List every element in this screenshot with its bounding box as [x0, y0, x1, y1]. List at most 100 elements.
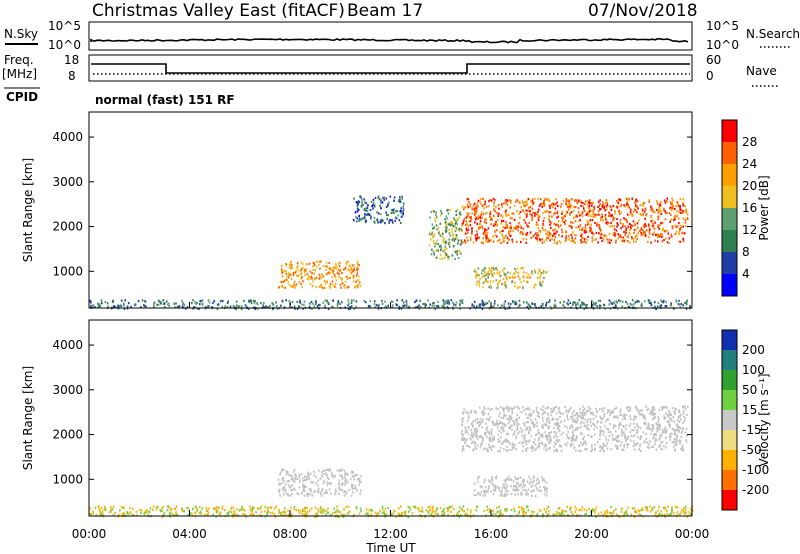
power-echo-cell: [470, 236, 472, 239]
power-echo-cell: [561, 228, 563, 231]
power-echo-cell: [456, 223, 459, 226]
power-echo-cell: [248, 307, 250, 311]
velocity-echo-cell: [506, 490, 509, 493]
velocity-echo-cell: [542, 477, 545, 481]
velocity-echo-cell: [615, 438, 617, 441]
power-echo-cell: [448, 256, 450, 259]
power-echo-cell: [640, 231, 642, 235]
power-echo-cell: [537, 210, 539, 213]
power-echo-cell: [543, 276, 545, 280]
power-echo-cell: [481, 276, 484, 279]
velocity-echo-cell: [344, 490, 346, 493]
power-echo-cell: [100, 299, 103, 302]
power-echo-cell: [286, 278, 288, 281]
power-echo-cell: [533, 234, 535, 237]
power-echo-cell: [589, 202, 591, 205]
power-echo-cell: [661, 221, 664, 224]
power-echo-cell: [453, 239, 456, 242]
velocity-echo-cell: [649, 440, 651, 443]
power-echo-cell: [525, 233, 527, 236]
velocity-echo-cell: [102, 513, 104, 516]
velocity-echo-cell: [654, 413, 657, 416]
velocity-echo-cell: [685, 427, 688, 430]
power-echo-cell: [569, 203, 572, 206]
velocity-echo-cell: [490, 514, 493, 517]
power-echo-cell: [656, 202, 659, 205]
power-echo-cell: [447, 255, 449, 258]
velocity-echo-cell: [474, 442, 477, 445]
power-echo-cell: [349, 306, 351, 309]
velocity-echo-cell: [538, 432, 540, 435]
velocity-echo-cell: [653, 416, 656, 419]
power-echo-cell: [652, 210, 654, 213]
velocity-echo-cell: [669, 424, 671, 427]
power-echo-cell: [644, 217, 646, 221]
power-echo-cell: [238, 305, 240, 308]
velocity-echo-cell: [623, 413, 626, 416]
power-echo-cell: [586, 220, 589, 223]
power-echo-cell: [357, 200, 359, 204]
velocity-echo-cell: [605, 438, 607, 441]
power-echo-cell: [318, 273, 321, 276]
velocity-echo-cell: [623, 511, 626, 514]
power-echo-cell: [357, 275, 360, 278]
power-echo-cell: [517, 271, 519, 274]
power-echo-cell: [285, 279, 287, 282]
velocity-echo-cell: [649, 510, 652, 513]
velocity-echo-cell: [679, 427, 682, 430]
power-echo-cell: [633, 240, 635, 243]
velocity-echo-cell: [643, 415, 646, 419]
velocity-echo-cell: [530, 414, 532, 417]
power-echo-cell: [545, 303, 548, 306]
velocity-echo-cell: [392, 512, 394, 515]
power-echo-cell: [478, 274, 480, 277]
power-echo-cell: [564, 219, 567, 222]
power-echo-cell: [449, 234, 452, 237]
power-echo-cell: [581, 214, 584, 218]
velocity-echo-cell: [462, 445, 464, 448]
velocity-echo-cell: [654, 440, 656, 443]
power-echo-cell: [467, 198, 469, 201]
power-echo-cell: [522, 202, 524, 205]
velocity-echo-cell: [592, 417, 595, 420]
power-echo-cell: [650, 220, 653, 223]
power-echo-cell: [616, 206, 619, 209]
power-echo-cell: [143, 304, 145, 307]
velocity-echo-cell: [511, 407, 514, 410]
power-echo-cell: [446, 226, 448, 229]
velocity-echo-cell: [434, 512, 437, 515]
velocity-echo-cell: [511, 412, 514, 415]
power-echo-cell: [537, 227, 540, 230]
power-echo-cell: [599, 199, 601, 202]
power-echo-cell: [153, 306, 155, 309]
power-echo-cell: [586, 213, 589, 216]
power-echo-cell: [641, 304, 643, 307]
power-echo-cell: [659, 304, 662, 308]
power-echo-cell: [682, 204, 685, 207]
power-echo-cell: [531, 207, 534, 210]
power-echo-cell: [523, 201, 526, 204]
power-echo-cell: [588, 222, 590, 225]
velocity-echo-cell: [520, 483, 522, 486]
power-echo-cell: [394, 219, 396, 222]
velocity-echo-cell: [674, 449, 676, 452]
power-echo-cell: [475, 270, 478, 273]
power-echo-cell: [501, 269, 504, 272]
velocity-echo-cell: [600, 417, 603, 420]
power-echo-cell: [541, 203, 544, 206]
power-echo-cell: [387, 203, 389, 206]
velocity-echo-cell: [518, 485, 520, 488]
velocity-echo-cell: [546, 436, 548, 439]
velocity-echo-cell: [327, 507, 329, 510]
velocity-echo-cell: [602, 410, 604, 413]
velocity-echo-cell: [567, 418, 569, 421]
velocity-echo-cell: [646, 445, 649, 449]
power-echo-cell: [467, 206, 470, 209]
velocity-echo-cell: [470, 428, 472, 432]
power-echo-cell: [455, 213, 458, 217]
power-echo-cell: [619, 222, 622, 225]
power-echo-cell: [661, 233, 664, 236]
velocity-echo-cell: [300, 492, 303, 495]
power-echo-cell: [535, 221, 538, 224]
velocity-echo-cell: [541, 479, 544, 482]
